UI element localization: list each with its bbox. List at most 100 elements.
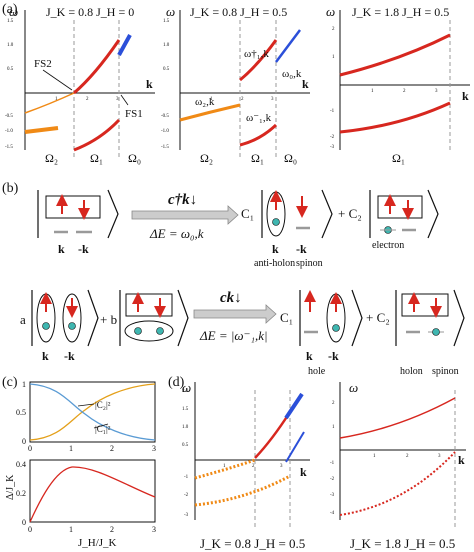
xtick: 3 <box>116 97 119 102</box>
ylabel: Δ/J_K <box>5 474 16 500</box>
holon-label: holon <box>400 366 423 377</box>
panel-label-d: (d) <box>168 375 185 390</box>
region-label: Ω₀ <box>128 151 141 165</box>
k-axis-label: k <box>302 77 309 91</box>
xtick: 2 <box>110 525 114 534</box>
xtick: 2 <box>86 97 89 102</box>
dispersion-curve-blue <box>117 34 132 56</box>
panel-a-sub3: ω k J_K = 1.8 J_H = 0.5 2 1 -1 -2 -3 1 2… <box>326 4 470 165</box>
omega-axis-label: ω <box>326 4 335 19</box>
coef-a: a <box>20 312 26 327</box>
ket-initial: k -k <box>37 189 119 256</box>
ytick: -1.0 <box>161 129 169 134</box>
ytick: 2 <box>332 27 335 32</box>
operator-arrow: ck↓ ΔE = |ω⁻₁,k| <box>193 290 277 343</box>
ket-a: k -k <box>31 289 99 363</box>
omega-axis-label: ω <box>9 4 18 19</box>
ytick: 0.5 <box>182 443 189 448</box>
k-label: -k <box>328 349 339 363</box>
dispersion-curve-orange-dotted-lower <box>194 474 291 507</box>
panel-title: J_K = 0.8 J_H = 0 <box>46 5 134 19</box>
caption: J_K = 0.8 J_H = 0.5 <box>200 536 305 551</box>
coef-c1: C₁ <box>280 310 293 325</box>
ytick: -4 <box>330 511 335 516</box>
ytick: 1 <box>332 55 335 60</box>
fs2-label: FS2 <box>34 58 52 70</box>
energy-label: ΔE = ω₀,k <box>149 226 204 241</box>
ytick: -1 <box>330 461 335 466</box>
dispersion-curve-red-upper <box>339 33 451 77</box>
xtick: 1 <box>371 89 374 94</box>
xtick: 3 <box>280 464 283 469</box>
curve-c2 <box>29 383 156 441</box>
panel-d-sub2: ω k 2 1 -1 -2 -3 -4 1 2 3 J_K = 1.8 J_H … <box>330 380 466 551</box>
operator-label: ck↓ <box>220 290 242 306</box>
dispersion-curve-blue-thick <box>284 392 304 420</box>
dispersion-curve-red-upper <box>339 397 456 439</box>
ytick: -2 <box>330 477 335 482</box>
coef-b: + b <box>100 312 117 327</box>
ket-c1: k -k anti-holon spinon <box>254 189 333 269</box>
k-label: -k <box>78 242 89 256</box>
ket-c2: electron <box>369 189 439 251</box>
panel-label-a: (a) <box>2 2 18 17</box>
ytick: -1 <box>330 109 335 114</box>
dispersion-curve-red-lower <box>73 118 121 152</box>
ytick: 1.5 <box>182 407 189 412</box>
dispersion-curve-red <box>254 411 292 459</box>
dispersion-curve-orange <box>24 92 75 114</box>
ket-b <box>119 289 189 347</box>
ytick: -1.5 <box>161 145 169 150</box>
ytick: 2 <box>332 401 335 406</box>
region-label: Ω₂ <box>200 151 213 165</box>
panel-a-sub1: ω k J_K = 0.8 J_H = 0 1.5 1.0 0.5 -0.5 -… <box>5 4 155 165</box>
region-label: Ω₂ <box>45 151 58 165</box>
k-axis-label: k <box>146 77 153 91</box>
gap-curve <box>29 466 156 523</box>
k-label: -k <box>296 242 307 256</box>
curve-label: ω†₁,k <box>244 48 269 60</box>
ytick: -1.0 <box>5 129 13 134</box>
dispersion-curve-blue <box>275 29 301 63</box>
anti-holon-label: anti-holon <box>254 258 295 269</box>
xtick: 3 <box>152 525 156 534</box>
ytick: 1.0 <box>163 43 170 48</box>
region-label: Ω₀ <box>284 151 297 165</box>
ytick: 1 <box>22 380 26 389</box>
panel-title: J_K = 1.8 J_H = 0.5 <box>352 5 449 19</box>
ytick: 1 <box>332 425 335 430</box>
xtick: 0 <box>28 444 32 453</box>
xtick: 2 <box>110 444 114 453</box>
panel-label-b: (b) <box>2 181 19 196</box>
panel-title: J_K = 0.8 J_H = 0.5 <box>190 5 287 19</box>
xtick: 1 <box>373 454 376 459</box>
panel-c-top: |C₂|² |C₁|² 0 0.5 1 0 1 2 3 <box>16 380 156 453</box>
xtick: 1 <box>55 97 58 102</box>
ytick: 0.4 <box>16 460 26 469</box>
operator-label: c†k↓ <box>168 192 197 208</box>
panel-d-sub1: ω k 2.0 1.5 1.0 0.5 -1 -2 -3 1 2 3 J_K =… <box>182 380 310 551</box>
omega-axis-label: ω <box>182 380 191 395</box>
ytick: -3 <box>184 513 189 518</box>
panel-label-c: (c) <box>2 375 18 390</box>
spinon-label: spinon <box>432 366 459 377</box>
ytick: 0.5 <box>16 408 26 417</box>
ytick: -1 <box>184 475 189 480</box>
curve-c1 <box>29 383 156 441</box>
k-label: k <box>272 242 279 256</box>
k-label: k <box>58 242 65 256</box>
ytick: -3 <box>330 493 335 498</box>
xtick: 3 <box>152 444 156 453</box>
k-axis-label: k <box>300 465 307 479</box>
xtick: 1 <box>69 525 73 534</box>
ytick: -2 <box>184 493 189 498</box>
dispersion-curve-orange-dotted <box>194 458 256 480</box>
xtick: 0 <box>28 525 32 534</box>
dispersion-curve-red <box>73 39 121 95</box>
hole-label: hole <box>308 366 326 377</box>
panel-a-sub2: ω k J_K = 0.8 J_H = 0.5 1.5 1.0 0.5 -0.5… <box>161 4 310 165</box>
k-axis-label: k <box>458 453 465 467</box>
c1-label: |C₁|² <box>95 424 111 434</box>
dispersion-curve-red <box>239 39 278 82</box>
